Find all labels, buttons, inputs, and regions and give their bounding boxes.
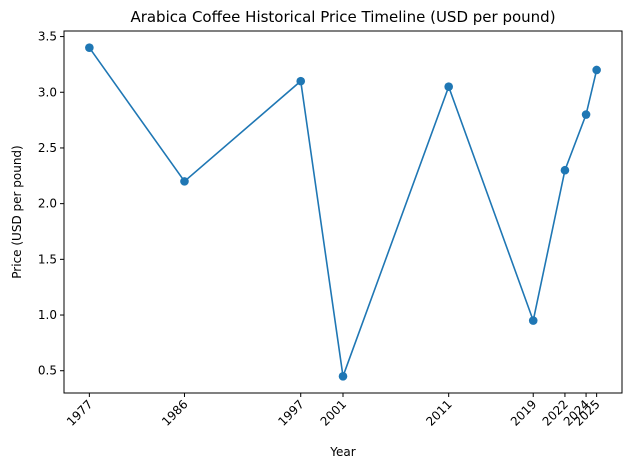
- data-point: [296, 76, 306, 86]
- plot-area: [85, 43, 601, 381]
- x-tick-label: 2001: [318, 397, 349, 428]
- data-point: [85, 43, 94, 53]
- x-tick-label: 1977: [64, 397, 95, 428]
- data-point: [528, 316, 538, 325]
- data-point: [180, 177, 189, 186]
- data-point: [592, 65, 601, 75]
- data-point: [581, 110, 591, 119]
- y-tick-label: 1.5: [38, 252, 57, 266]
- data-point: [338, 371, 348, 381]
- y-tick-label: 0.5: [38, 364, 57, 378]
- x-tick-label: 1986: [159, 397, 190, 428]
- y-tick-label: 1.0: [38, 308, 57, 322]
- x-tick-label: 1997: [275, 397, 306, 428]
- x-tick-label: 2025: [571, 397, 602, 428]
- data-point: [444, 82, 453, 91]
- x-tick-label: 2011: [423, 397, 454, 428]
- y-axis: 0.5 1.0 1.5 2.0 2.5 3.0 3.5: [38, 30, 64, 378]
- y-tick-label: 3.5: [38, 30, 57, 44]
- y-tick-label: 2.5: [38, 141, 57, 155]
- series-line: [88, 47, 598, 377]
- data-point: [560, 165, 570, 175]
- plot-frame: [63, 30, 623, 394]
- y-tick-label: 3.0: [38, 85, 57, 99]
- x-axis-label: Year: [329, 445, 355, 459]
- x-tick-label: 2019: [508, 397, 539, 428]
- chart-title: Arabica Coffee Historical Price Timeline…: [130, 8, 555, 26]
- y-axis-label: Price (USD per pound): [10, 145, 24, 278]
- y-tick-label: 2.0: [38, 197, 57, 211]
